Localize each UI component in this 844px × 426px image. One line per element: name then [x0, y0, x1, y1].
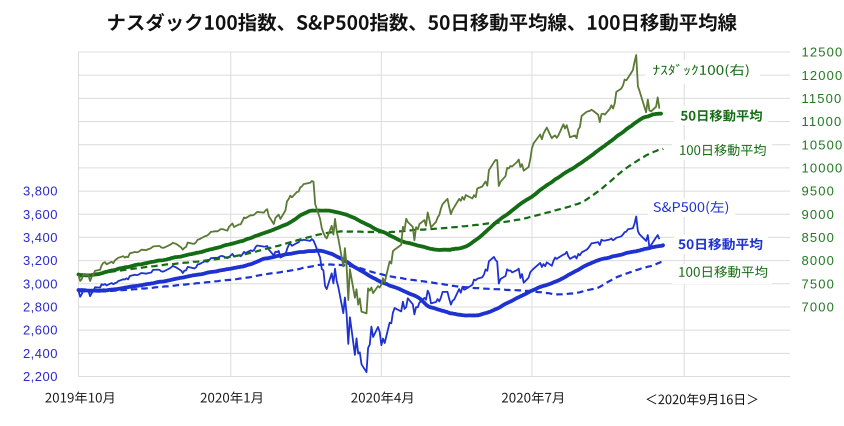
svg-text:3,200: 3,200: [23, 253, 58, 268]
svg-text:11000: 11000: [802, 114, 843, 129]
svg-text:8500: 8500: [802, 230, 836, 245]
svg-text:7500: 7500: [802, 276, 836, 291]
svg-text:2,800: 2,800: [23, 300, 58, 315]
svg-text:9000: 9000: [802, 207, 836, 222]
svg-text:12500: 12500: [802, 45, 844, 60]
svg-text:10500: 10500: [802, 137, 844, 152]
svg-text:2,400: 2,400: [23, 346, 58, 361]
svg-text:3,800: 3,800: [23, 184, 58, 199]
svg-text:3,600: 3,600: [23, 207, 58, 222]
svg-text:12000: 12000: [802, 68, 844, 83]
svg-text:8000: 8000: [802, 253, 836, 268]
svg-text:9500: 9500: [802, 184, 836, 199]
svg-text:2,600: 2,600: [23, 323, 58, 338]
svg-text:3,000: 3,000: [23, 276, 58, 291]
svg-text:3,400: 3,400: [23, 230, 58, 245]
svg-text:11500: 11500: [802, 91, 843, 106]
svg-text:2,200: 2,200: [23, 369, 58, 384]
svg-text:7000: 7000: [802, 300, 836, 315]
svg-text:10000: 10000: [802, 160, 844, 175]
